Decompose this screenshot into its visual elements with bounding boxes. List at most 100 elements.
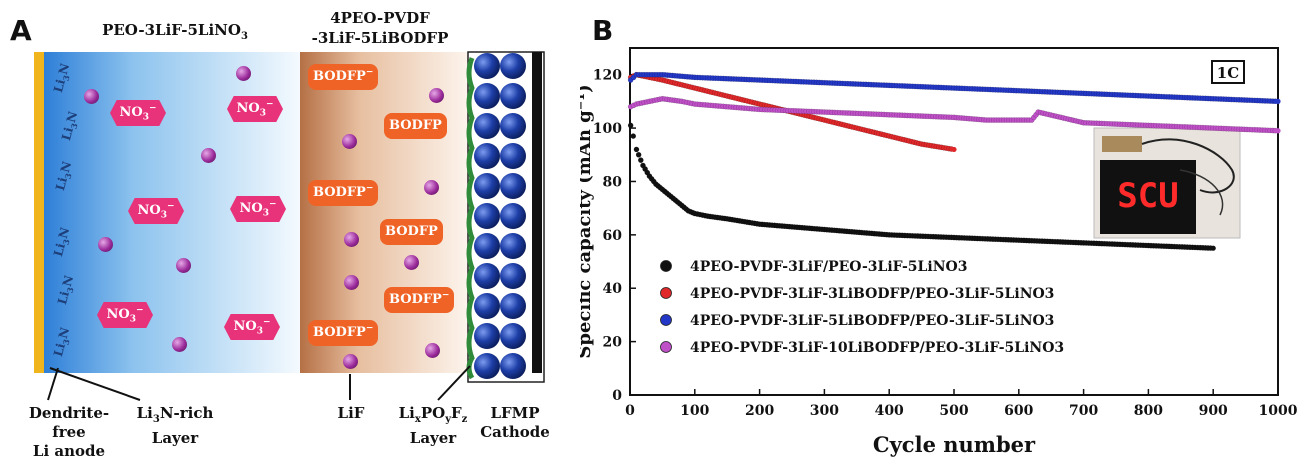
- lfmp-particle: [474, 83, 500, 109]
- nitrate-ion: NO3−: [227, 96, 283, 122]
- lfmp-particle: [500, 323, 526, 349]
- header-right-line1: 4PEO-PVDF: [330, 9, 430, 27]
- label-lfmp-cathode: LFMP Cathode: [470, 404, 560, 442]
- lfmp-particle: [474, 353, 500, 379]
- bodfp-ion: BODFP−: [308, 320, 379, 346]
- lif-particle: [425, 343, 440, 358]
- lfmp-particle: [474, 293, 500, 319]
- y-tick-label: 80: [603, 174, 623, 190]
- lfmp-particle: [500, 173, 526, 199]
- panel-a-letter: A: [10, 14, 32, 47]
- lif-particle: [172, 337, 187, 352]
- label-lixpoyfz: LixPOyFz Layer: [398, 404, 468, 447]
- lfmp-particle: [500, 353, 526, 379]
- lif-particle: [84, 89, 99, 104]
- x-tick-label: 300: [810, 403, 839, 419]
- y-tick-label: 100: [593, 121, 622, 137]
- bodfp-ion: BODFP−: [308, 180, 379, 206]
- lif-particle: [236, 66, 251, 81]
- lfmp-particle: [474, 233, 500, 259]
- x-tick-label: 900: [1199, 403, 1228, 419]
- nitrate-ion: NO3−: [128, 198, 184, 224]
- lfmp-particle: [500, 143, 526, 169]
- series-3: [627, 95, 1281, 134]
- lfmp-particles: [474, 53, 526, 379]
- x-tick-label: 700: [1069, 403, 1098, 419]
- x-tick-label: 0: [625, 403, 635, 419]
- lfmp-particle: [474, 173, 500, 199]
- series-0: [627, 122, 1216, 251]
- lfmp-particle: [474, 323, 500, 349]
- lixpoyfz-line2: Layer: [409, 429, 457, 447]
- y-tick-label: 120: [593, 68, 622, 84]
- nitrate-ion: NO3−: [230, 196, 286, 222]
- lif-particle: [429, 88, 444, 103]
- lif-particle: [404, 255, 419, 270]
- rate-label: 1C: [1217, 64, 1239, 82]
- data-point: [635, 151, 642, 158]
- header-right-line2: -3LiF-5LiBODFP: [311, 29, 449, 47]
- bodfp-ion: BODFP−: [384, 287, 455, 313]
- legend-entry: 4PEO-PVDF-3LiF/PEO-3LiF-5LiNO3: [690, 259, 967, 275]
- dendrite-free-line2: Li anode: [32, 442, 106, 460]
- bodfp-ion: BODFP−: [308, 64, 379, 90]
- data-point: [1275, 128, 1281, 134]
- x-tick-label: 1000: [1259, 403, 1298, 419]
- panel-a-header-left: PEO-3LiF-5LiNO3: [102, 21, 248, 42]
- bodfp-ion: BODFP: [380, 219, 443, 245]
- lfmp-particle: [474, 143, 500, 169]
- legend-entry: 4PEO-PVDF-3LiF-5LiBODFP/PEO-3LiF-5LiNO3: [690, 313, 1054, 329]
- legend-marker: [660, 287, 672, 299]
- y-tick-label: 60: [603, 228, 623, 244]
- legend-marker: [660, 314, 672, 326]
- lfmp-particle: [500, 113, 526, 139]
- data-point: [633, 146, 640, 153]
- lfmp-particle: [500, 83, 526, 109]
- lfmp-particle: [500, 233, 526, 259]
- lif-particle: [98, 237, 113, 252]
- x-tick-label: 500: [939, 403, 968, 419]
- y-tick-label: 0: [612, 388, 622, 404]
- lif-particle: [344, 232, 359, 247]
- lif-particle: [176, 258, 191, 273]
- bodfp-electrolyte-region: [300, 52, 470, 373]
- lfmp-particle: [474, 113, 500, 139]
- bodfp-ion: BODFP: [384, 113, 447, 139]
- lfmp-particle: [474, 263, 500, 289]
- lif-particle: [344, 275, 359, 290]
- lfmp-particle: [474, 203, 500, 229]
- x-tick-label: 400: [875, 403, 904, 419]
- label-li3n-rich: Li3N-rich Layer: [136, 404, 214, 447]
- data-point: [638, 157, 644, 163]
- legend-entry: 4PEO-PVDF-3LiF-10LiBODFP/PEO-3LiF-5LiNO3: [690, 340, 1064, 356]
- legend-entry: 4PEO-PVDF-3LiF-3LiBODFP/PEO-3LiF-5LiNO3: [690, 286, 1054, 302]
- data-point: [630, 133, 637, 139]
- x-tick-label: 100: [680, 403, 709, 419]
- data-point: [627, 122, 634, 129]
- dendrite-free-line1: Dendrite-free: [28, 404, 110, 441]
- led-display-inset: SCU: [1093, 127, 1241, 239]
- series-2: [627, 71, 1281, 105]
- y-tick-label: 40: [603, 281, 623, 297]
- lif-particle: [201, 148, 216, 163]
- label-dendrite-free: Dendrite-free Li anode: [14, 404, 124, 461]
- data-point: [1275, 98, 1281, 104]
- x-tick-label: 200: [745, 403, 774, 419]
- lfmp-particle: [500, 293, 526, 319]
- lfmp-line1: LFMP: [490, 404, 540, 422]
- rate-badge: 1C: [1211, 60, 1245, 84]
- lfmp-particle: [474, 53, 500, 79]
- y-axis-label: Specific capacity (mAh g⁻¹): [580, 84, 595, 358]
- panel-a-schematic: [34, 51, 545, 401]
- lfmp-particle: [500, 263, 526, 289]
- data-point: [951, 146, 957, 153]
- nitrate-ion: NO3−: [97, 302, 153, 328]
- nitrate-ion: NO3−: [110, 100, 166, 126]
- x-axis-label: Cycle number: [873, 432, 1036, 457]
- lif-particle: [342, 134, 357, 149]
- lif-particle: [343, 354, 358, 369]
- panel-b-letter: B: [592, 14, 614, 47]
- arrow-li3n-rich: [49, 367, 141, 401]
- lfmp-particle: [500, 203, 526, 229]
- x-tick-label: 600: [1004, 403, 1033, 419]
